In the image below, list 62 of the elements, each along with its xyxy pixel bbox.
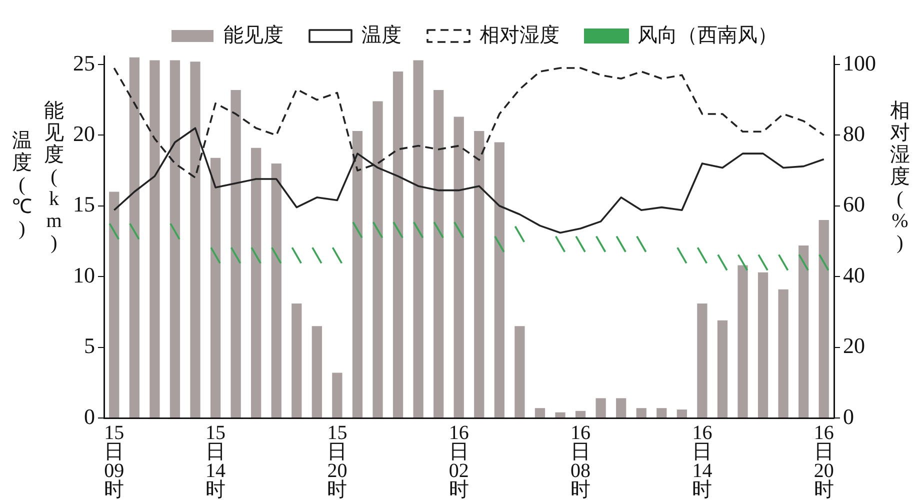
bar [190,62,200,418]
x-tick-label: 16 日 14 时 [692,422,712,500]
bar [514,326,525,418]
text: 温度(℃) [11,130,33,240]
bar [332,372,342,418]
y2-tick-label: 40 [843,262,865,288]
bar [170,60,180,418]
bar [271,163,282,418]
bar [534,408,546,418]
bar [738,265,748,418]
bar [474,130,484,418]
y-axis-title: 能见度(km) [43,100,65,254]
bar [210,158,221,418]
y2-axis-title: 相对湿度(%) [889,100,911,254]
y2-tick-label: 0 [843,404,854,429]
x-tick-label: 16 日 08 时 [570,422,591,500]
x-tick-label: 15 日 14 时 [206,422,226,500]
legend-label: 温度 [362,24,402,46]
bar [494,142,504,418]
bar [555,412,566,418]
bar [616,398,626,418]
bar [575,410,586,418]
bar [312,326,322,418]
legend-label: 风向（西南风） [638,24,778,46]
y-tick-label: 15 [73,192,95,217]
y2-tick-label: 60 [843,192,865,217]
bar [818,220,829,418]
bar [596,398,606,418]
bar [150,60,160,418]
bar [251,148,262,418]
bar [292,303,302,418]
y-tick-label: 25 [73,50,95,76]
x-tick-label: 16 日 02 时 [448,422,469,500]
bar [697,303,708,418]
y-tick-label: 0 [84,404,95,429]
bar [230,90,241,418]
bar [798,245,809,418]
x-tick-label: 15 日 09 时 [104,422,124,500]
bar [758,272,768,418]
bar [392,72,404,418]
y2-tick-label: 80 [843,120,865,146]
y2-tick-label: 20 [843,333,865,358]
x-tick-label: 15 日 20 时 [327,422,348,500]
y2-tick-label: 100 [843,50,876,76]
bar [454,116,464,418]
bar [636,408,646,418]
bar [717,320,728,418]
bar [413,60,424,418]
legend-label: 相对湿度 [480,24,560,46]
legend-label: 能见度 [224,24,284,46]
y-tick-label: 10 [73,262,95,288]
bar [778,289,788,418]
bar [372,101,383,418]
bar [676,410,687,418]
y-tick-label: 5 [84,333,95,358]
y-tick-label: 20 [73,120,95,146]
bar [656,408,667,418]
bar [109,192,120,418]
bar [434,90,444,418]
x-tick-label: 16 日 20 时 [814,422,834,500]
bar [352,130,363,418]
bar [129,57,140,418]
